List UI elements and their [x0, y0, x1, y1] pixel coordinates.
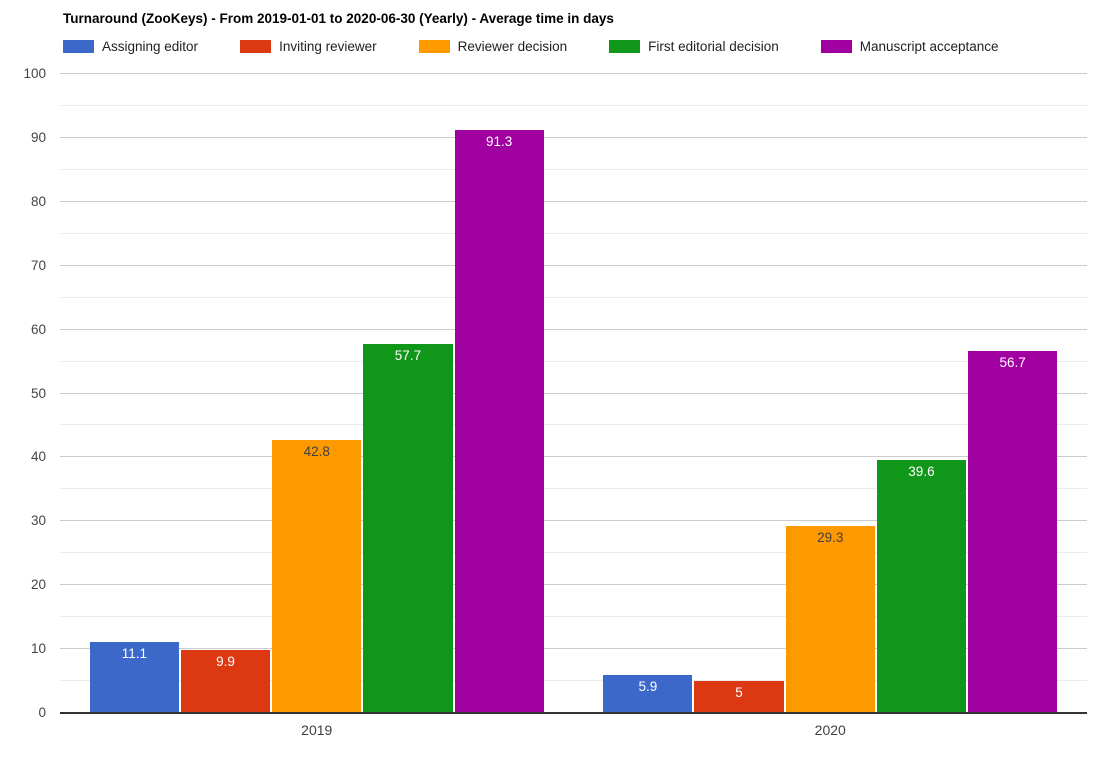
bar-value-label: 39.6: [908, 463, 935, 479]
y-tick-label: 80: [30, 193, 46, 209]
bar-2020-inviting-reviewer[interactable]: 5: [694, 681, 784, 713]
minor-gridline: [60, 104, 1087, 106]
legend-item-3: First editorial decision: [609, 39, 779, 54]
major-gridline: [60, 392, 1087, 394]
minor-gridline: [60, 616, 1087, 618]
legend-color-swatch: [63, 40, 94, 53]
legend-item-label: First editorial decision: [648, 39, 779, 54]
major-gridline: [60, 520, 1087, 522]
legend-color-swatch: [240, 40, 272, 53]
bar-2020-assigning-editor[interactable]: 5.9: [603, 675, 693, 713]
minor-gridline: [60, 424, 1087, 426]
legend-color-swatch: [820, 40, 852, 53]
minor-gridline: [60, 488, 1087, 490]
chart-title: Turnaround (ZooKeys) - From 2019-01-01 t…: [63, 11, 614, 26]
y-tick-label: 50: [30, 385, 46, 401]
minor-gridline: [60, 680, 1087, 682]
bar-2019-reviewer-decision[interactable]: 42.8: [272, 439, 362, 713]
bar-2020-manuscript-acceptance[interactable]: 56.7: [968, 350, 1058, 713]
major-gridline: [60, 648, 1087, 650]
x-category-label: 2020: [814, 722, 846, 738]
bar-value-label: 56.7: [999, 354, 1026, 370]
bar-value-label: 11.1: [121, 646, 147, 662]
chart-legend: Assigning editor Inviting reviewer Reviewe…: [63, 39, 999, 54]
major-gridline: [60, 200, 1087, 202]
major-gridline: [60, 136, 1087, 138]
bar-value-label: 5.9: [638, 679, 658, 695]
legend-item-label: Reviewer decision: [457, 39, 568, 54]
y-tick-label: 10: [30, 641, 46, 657]
legend-item-4: Manuscript acceptance: [820, 39, 999, 54]
minor-gridline: [60, 232, 1087, 234]
bar-2020-first-editorial-decision[interactable]: 39.6: [876, 459, 967, 713]
y-tick-label: 0: [38, 705, 46, 720]
x-category-label: 2019: [301, 722, 333, 738]
bar-2020-reviewer-decision[interactable]: 29.3: [785, 525, 875, 713]
bar-2019-assigning-editor[interactable]: 11.1: [89, 642, 179, 713]
bar-value-label: 9.9: [216, 653, 235, 669]
legend-color-swatch: [418, 40, 450, 53]
legend-item-1: Inviting reviewer: [240, 39, 377, 54]
legend-item-0: Assigning editor: [63, 39, 198, 54]
minor-gridline: [60, 360, 1087, 362]
bar-value-label: 91.3: [486, 133, 513, 149]
major-gridline: [60, 73, 1087, 74]
y-tick-label: 90: [30, 129, 46, 145]
plot-area: 11.1 9.9 42.8 57.7 91.3 5.9 5 29.3 39.6 56.7: [60, 73, 1087, 714]
y-tick-label: 40: [30, 449, 46, 465]
major-gridline: [60, 328, 1087, 330]
y-tick-label: 30: [30, 513, 46, 529]
legend-item-2: Reviewer decision: [418, 39, 568, 54]
legend-item-label: Assigning editor: [102, 39, 199, 54]
major-gridline: [60, 264, 1087, 266]
bar-2019-first-editorial-decision[interactable]: 57.7: [363, 344, 453, 713]
legend-item-label: Manuscript acceptance: [859, 39, 999, 54]
legend-item-label: Inviting reviewer: [279, 39, 377, 54]
x-axis-line: [60, 712, 1087, 714]
y-tick-label: 100: [23, 66, 46, 81]
major-gridline: [60, 456, 1087, 458]
bar-value-label: 29.3: [817, 529, 844, 545]
major-gridline: [60, 584, 1087, 586]
minor-gridline: [60, 168, 1087, 170]
y-tick-label: 70: [30, 257, 46, 273]
bar-value-label: 57.7: [394, 348, 422, 364]
bar-2019-inviting-reviewer[interactable]: 9.9: [180, 649, 271, 713]
minor-gridline: [60, 552, 1087, 554]
y-tick-label: 60: [30, 321, 46, 337]
y-tick-label: 20: [30, 577, 46, 593]
bar-2019-manuscript-acceptance[interactable]: 91.3: [454, 129, 544, 713]
bar-value-label: 42.8: [303, 443, 330, 459]
bar-value-label: 5: [735, 685, 743, 701]
legend-color-swatch: [609, 40, 641, 53]
minor-gridline: [60, 296, 1087, 298]
